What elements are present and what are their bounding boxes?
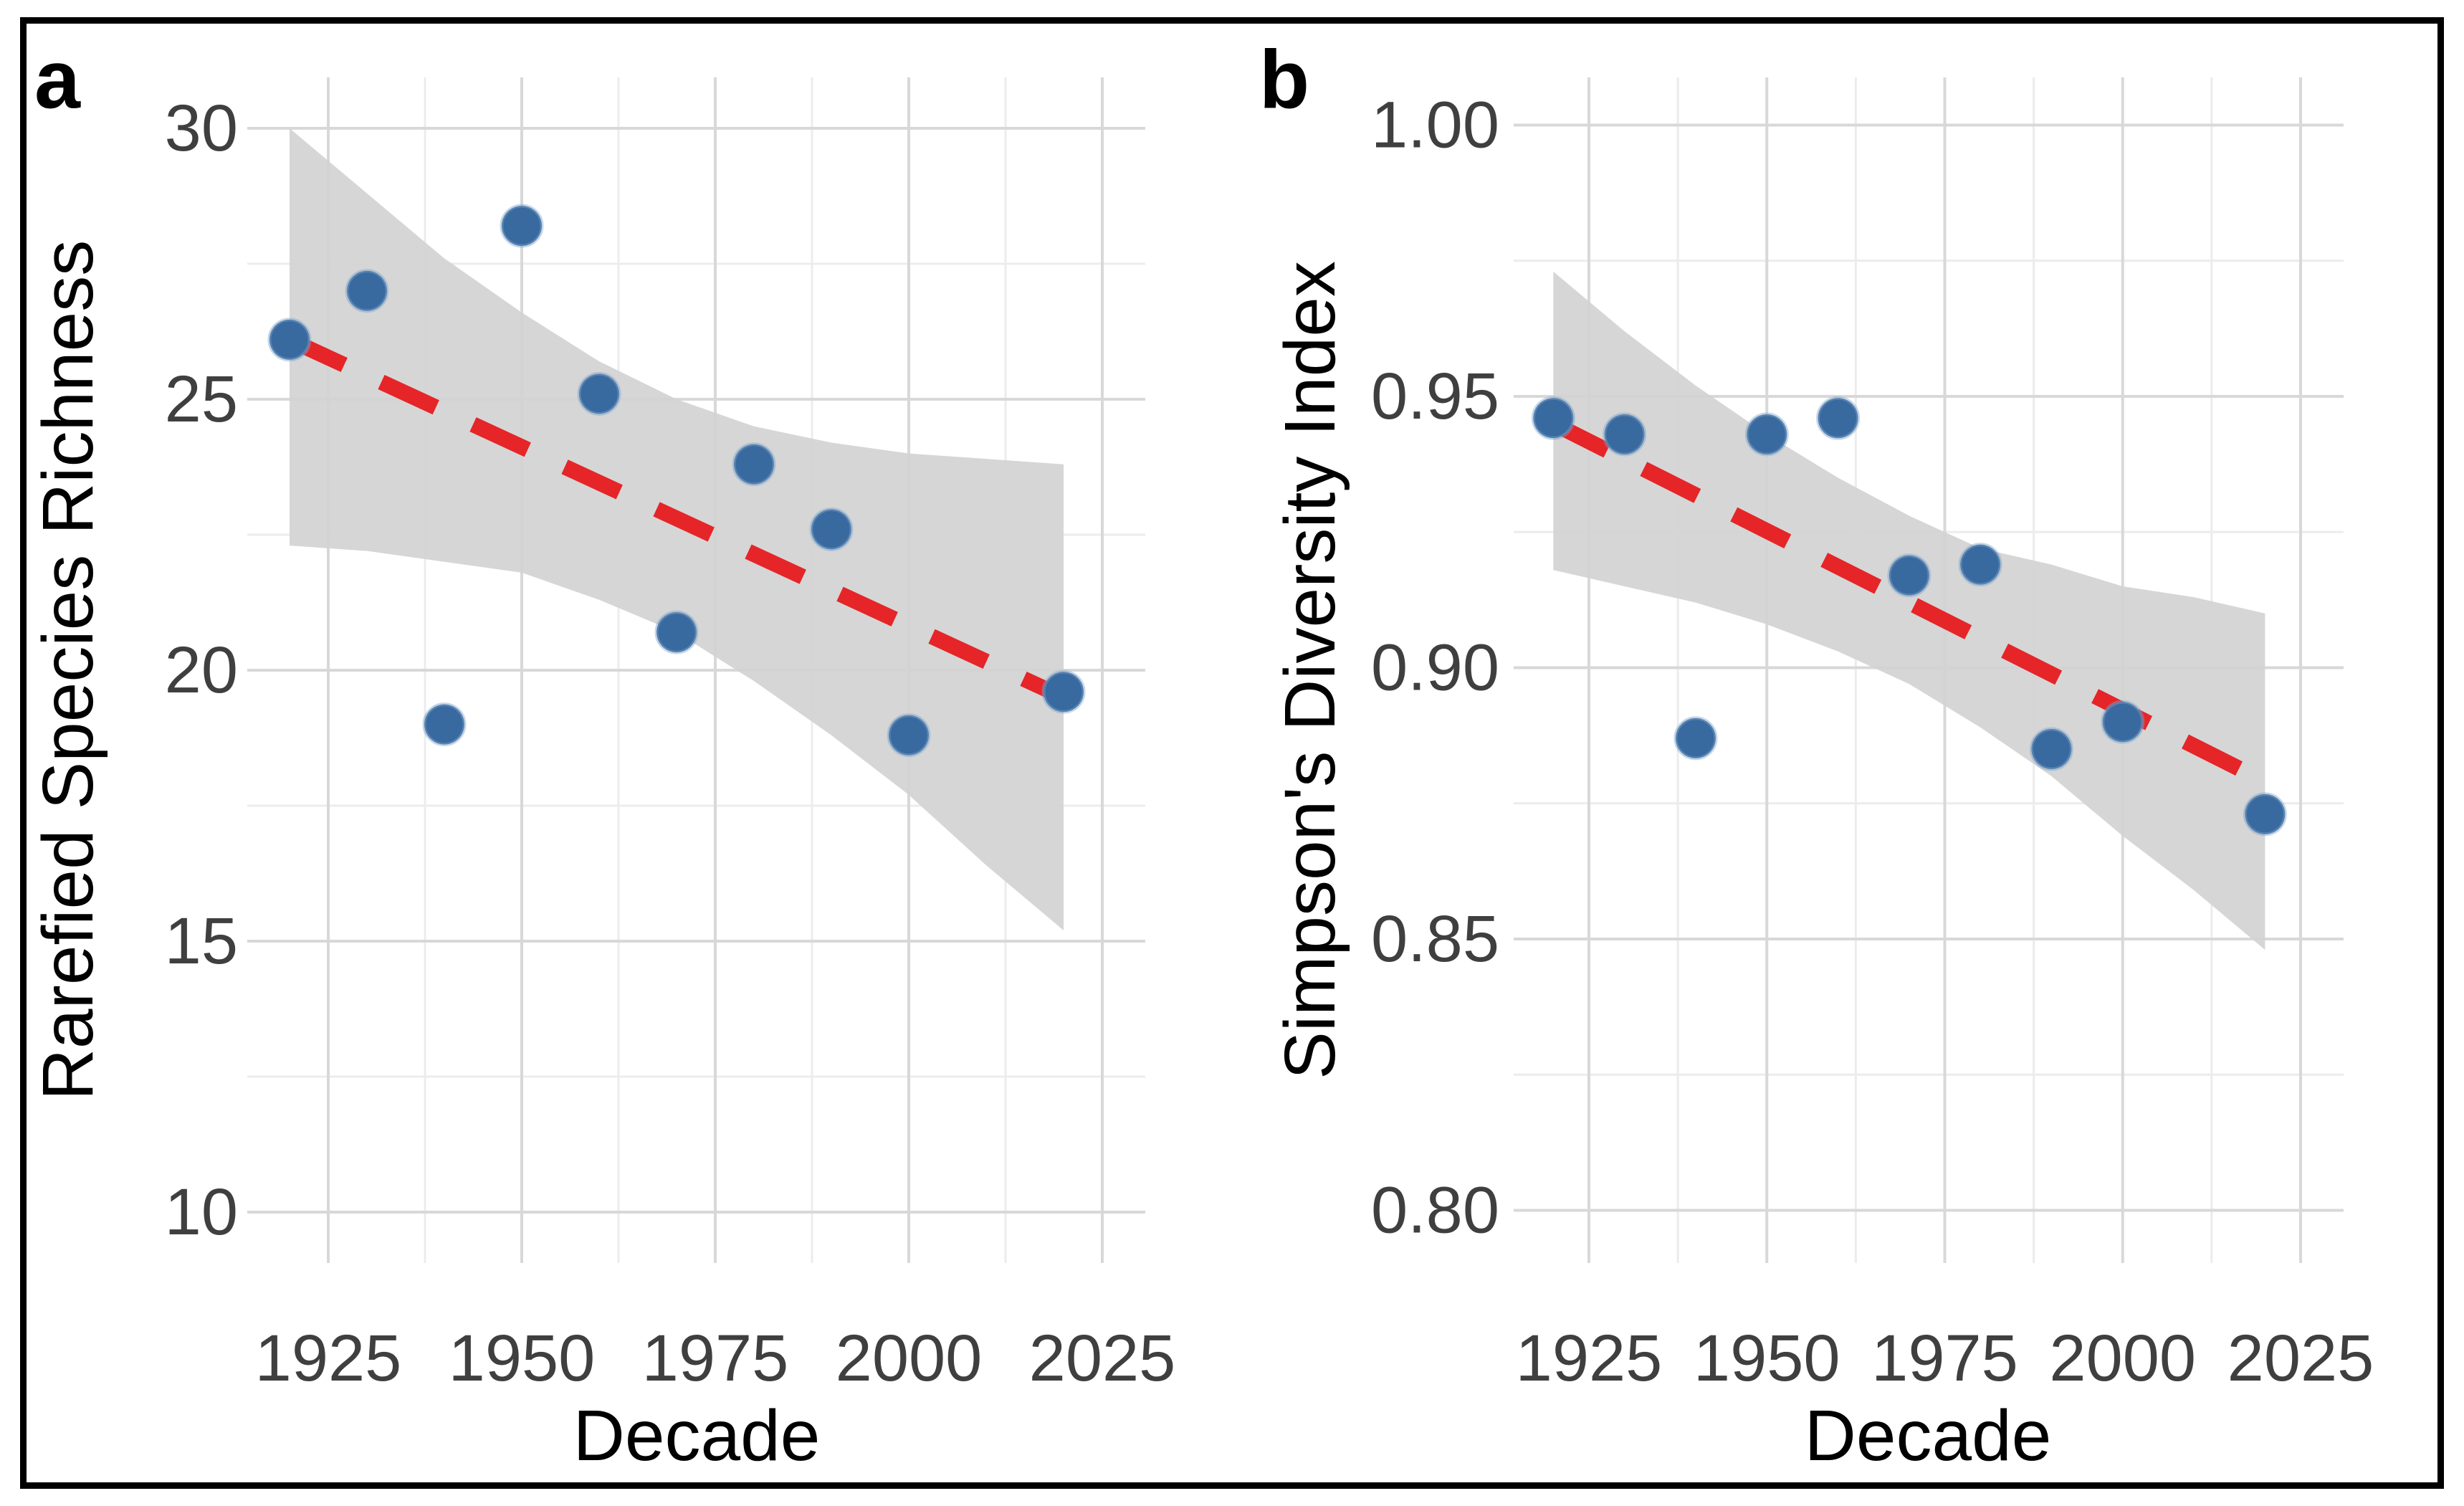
y-tick-label: 0.95 xyxy=(1371,360,1499,433)
y-axis-title-a: Rarefied Species Richness xyxy=(28,239,108,1101)
data-point xyxy=(1603,412,1647,457)
x-tick-label: 1925 xyxy=(255,1322,402,1395)
panel-label-a: a xyxy=(34,34,80,126)
data-point xyxy=(500,204,544,248)
x-tick-label: 1975 xyxy=(642,1322,789,1395)
data-point xyxy=(1673,716,1718,761)
data-point xyxy=(654,610,699,654)
x-axis-title-a: Decade xyxy=(573,1396,821,1476)
x-tick-label: 1925 xyxy=(1516,1322,1663,1395)
data-points xyxy=(267,204,1086,758)
data-points xyxy=(1531,396,2287,837)
tick-labels: 0.80 0.85 0.90 0.95 1.00 1925 1950 1975 2000 2025 xyxy=(1371,89,2374,1396)
x-tick-label: 1950 xyxy=(1694,1322,1840,1395)
data-point xyxy=(1744,412,1789,457)
x-tick-label: 2025 xyxy=(1029,1322,1176,1395)
data-point xyxy=(1531,396,1575,440)
y-tick-label: 25 xyxy=(165,363,238,436)
y-tick-label: 0.85 xyxy=(1371,902,1499,976)
data-point xyxy=(732,442,776,487)
y-tick-label: 1.00 xyxy=(1371,89,1499,162)
x-tick-label: 1975 xyxy=(1871,1322,2018,1395)
data-point xyxy=(267,318,312,362)
x-axis-title-b: Decade xyxy=(1804,1396,2052,1476)
y-tick-label: 15 xyxy=(165,905,238,978)
y-tick-label: 0.80 xyxy=(1371,1174,1499,1247)
trend-line xyxy=(1549,416,2269,789)
panel-b: 0.80 0.85 0.90 0.95 1.00 1925 1950 1975 2000 2025 xyxy=(1371,77,2374,1395)
data-point xyxy=(809,507,854,551)
y-axis-title-b: Simpson's Diversity Index xyxy=(1270,261,1350,1080)
data-point xyxy=(422,702,467,747)
data-point xyxy=(2029,727,2073,771)
y-tick-label: 20 xyxy=(165,634,238,707)
data-point xyxy=(1041,669,1086,714)
y-tick-label: 0.90 xyxy=(1371,632,1499,705)
data-point xyxy=(1958,543,2002,587)
x-tick-label: 2025 xyxy=(2227,1322,2374,1395)
figure-border xyxy=(20,17,2444,1489)
x-tick-label: 2000 xyxy=(836,1322,983,1395)
data-point xyxy=(577,371,621,416)
x-tick-label: 1950 xyxy=(449,1322,596,1395)
y-tick-label: 30 xyxy=(165,92,238,165)
data-point xyxy=(1816,396,1861,440)
data-point xyxy=(345,269,389,313)
data-point xyxy=(2101,700,2145,744)
confidence-band xyxy=(1553,271,2265,950)
trend-line xyxy=(286,332,1067,705)
data-point xyxy=(887,713,931,758)
data-point xyxy=(1887,553,1931,598)
x-tick-label: 2000 xyxy=(2049,1322,2196,1395)
panel-label-b: b xyxy=(1259,34,1310,126)
y-tick-label: 10 xyxy=(165,1176,238,1249)
confidence-band xyxy=(290,128,1064,930)
data-point xyxy=(2243,792,2287,837)
